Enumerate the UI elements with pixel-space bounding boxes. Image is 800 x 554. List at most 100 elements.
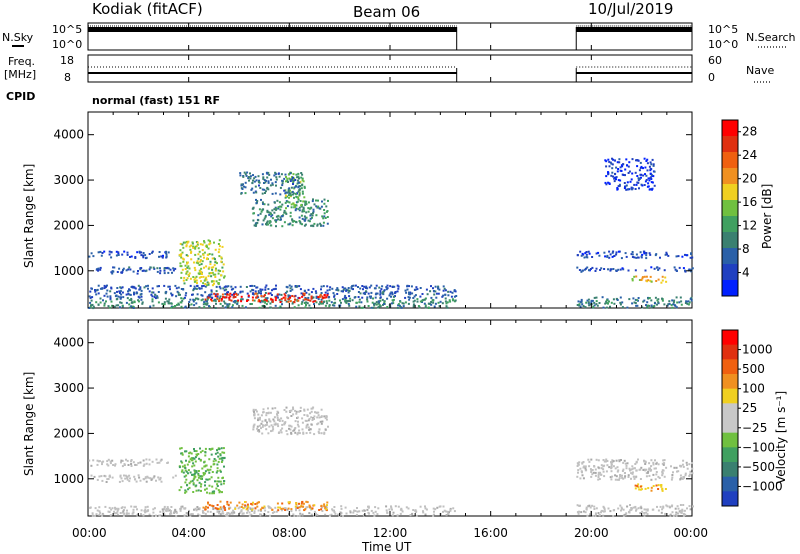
data-point	[253, 510, 256, 513]
data-point	[359, 287, 362, 290]
data-point	[151, 287, 154, 290]
data-point	[374, 293, 377, 296]
data-point	[174, 305, 177, 308]
data-point	[611, 475, 614, 478]
x-tick-label: 00:00	[673, 526, 708, 540]
data-point	[632, 475, 635, 478]
data-point	[326, 302, 329, 305]
data-point	[289, 424, 292, 427]
data-point	[290, 425, 293, 428]
data-point	[430, 303, 433, 306]
data-point	[663, 475, 666, 478]
data-point	[203, 240, 205, 243]
data-point	[589, 268, 592, 270]
data-point	[326, 210, 329, 212]
data-point	[261, 223, 264, 226]
data-point	[99, 268, 102, 271]
data-point	[132, 511, 135, 514]
data-point	[438, 305, 441, 308]
data-point	[260, 414, 263, 417]
data-point	[689, 508, 692, 511]
data-point	[295, 507, 297, 510]
data-point	[618, 459, 621, 462]
data-point	[92, 305, 95, 308]
data-point	[608, 300, 610, 303]
colorbar-swatch	[722, 216, 738, 233]
data-point	[664, 512, 667, 515]
data-point	[265, 179, 268, 182]
data-point	[598, 478, 601, 480]
data-point	[127, 268, 130, 271]
data-point	[118, 290, 121, 293]
data-point	[128, 266, 131, 269]
data-point	[223, 456, 226, 459]
data-point	[268, 213, 271, 216]
data-point	[616, 188, 619, 191]
data-point	[386, 306, 389, 308]
data-point	[280, 218, 282, 221]
data-point	[585, 253, 588, 256]
data-point	[290, 194, 292, 197]
data-point	[308, 220, 311, 223]
data-point	[273, 416, 276, 419]
data-point	[146, 475, 149, 478]
data-point	[138, 300, 140, 303]
data-point	[170, 292, 173, 295]
data-point	[633, 256, 636, 259]
data-point	[611, 459, 614, 462]
data-point	[204, 508, 207, 511]
data-point	[682, 267, 685, 270]
data-point	[333, 298, 336, 301]
data-point	[585, 251, 588, 253]
data-point	[379, 293, 382, 296]
data-point	[357, 286, 359, 288]
data-point	[624, 472, 626, 474]
data-point	[379, 305, 382, 308]
data-point	[289, 211, 292, 214]
data-point	[254, 292, 257, 295]
data-point	[655, 473, 658, 476]
data-point	[370, 509, 373, 512]
data-point	[221, 451, 224, 454]
data-point	[277, 207, 280, 210]
date-label: 10/Jul/2019	[588, 0, 673, 18]
freq-label-line2: [MHz]	[4, 68, 36, 81]
data-point	[406, 284, 409, 287]
data-point	[88, 307, 91, 309]
data-point	[393, 285, 396, 288]
data-point	[320, 504, 323, 507]
data-point	[328, 304, 331, 307]
data-point	[255, 179, 258, 182]
data-point	[213, 492, 215, 495]
data-point	[208, 478, 211, 481]
nave-tick-bottom: 0	[708, 71, 715, 84]
data-point	[339, 511, 342, 514]
data-point	[226, 503, 229, 506]
data-point	[397, 303, 400, 306]
data-point	[302, 206, 305, 209]
data-point	[306, 423, 309, 426]
data-point	[685, 461, 688, 464]
data-point	[589, 513, 592, 516]
data-point	[679, 478, 682, 480]
data-point	[89, 290, 92, 293]
data-point	[126, 251, 129, 254]
data-point	[298, 177, 300, 180]
data-point	[146, 505, 149, 508]
data-point	[580, 254, 583, 257]
data-point	[220, 447, 223, 450]
data-point	[316, 224, 319, 227]
data-point	[659, 256, 661, 259]
data-point	[267, 203, 270, 206]
data-point	[661, 470, 664, 473]
data-point	[684, 253, 686, 256]
data-point	[92, 459, 95, 462]
data-point	[624, 185, 627, 188]
data-point	[639, 167, 642, 169]
data-point	[673, 299, 676, 302]
data-point	[185, 244, 188, 247]
data-point	[302, 299, 305, 302]
data-point	[446, 510, 449, 513]
data-point	[224, 509, 227, 511]
data-point	[277, 296, 279, 299]
